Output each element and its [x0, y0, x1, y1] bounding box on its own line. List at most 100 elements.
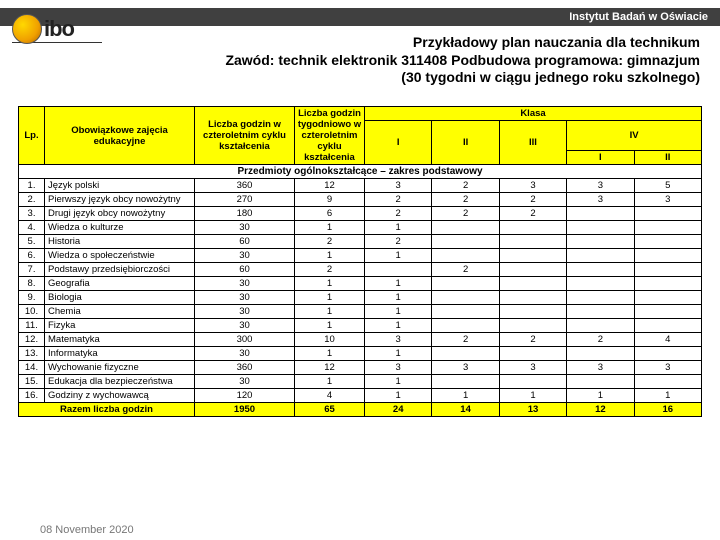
cell-lp: 5.	[19, 235, 45, 249]
cell-class-2	[432, 305, 499, 319]
total-label: Razem liczba godzin	[19, 403, 195, 417]
cell-class-1: 2	[365, 193, 432, 207]
cell-class-4	[567, 347, 634, 361]
cell-hours: 360	[195, 179, 295, 193]
cell-class-4	[567, 291, 634, 305]
title-line-1: Przykładowy plan nauczania dla technikum	[110, 34, 700, 52]
col-weekly: Liczba godzin tygodniowo w czteroletnim …	[295, 107, 365, 165]
cell-class-4	[567, 263, 634, 277]
cell-class-1: 1	[365, 291, 432, 305]
cell-class-4: 3	[567, 193, 634, 207]
table-row: 6.Wiedza o społeczeństwie3011	[19, 249, 702, 263]
cell-weekly: 1	[295, 347, 365, 361]
cell-class-1: 1	[365, 389, 432, 403]
cell-class-5	[634, 305, 701, 319]
cell-class-2	[432, 249, 499, 263]
cell-class-5	[634, 277, 701, 291]
cell-class-2	[432, 319, 499, 333]
cell-class-4: 1	[567, 389, 634, 403]
cell-class-5	[634, 207, 701, 221]
cell-class-3	[499, 263, 566, 277]
cell-hours: 30	[195, 375, 295, 389]
cell-weekly: 1	[295, 249, 365, 263]
cell-class-1: 2	[365, 235, 432, 249]
cell-class-2: 2	[432, 207, 499, 221]
cell-class-2	[432, 375, 499, 389]
cell-weekly: 1	[295, 375, 365, 389]
cell-class-3: 1	[499, 389, 566, 403]
cell-lp: 15.	[19, 375, 45, 389]
col-subject: Obowiązkowe zajęcia edukacyjne	[45, 107, 195, 165]
cell-class-5	[634, 235, 701, 249]
cell-class-5: 3	[634, 361, 701, 375]
section-row: Przedmioty ogólnokształcące – zakres pod…	[19, 165, 702, 179]
col-class-4: IV	[567, 121, 702, 151]
cell-class-2	[432, 221, 499, 235]
cell-class-3	[499, 305, 566, 319]
table-row: 13.Informatyka3011	[19, 347, 702, 361]
cell-class-4	[567, 207, 634, 221]
cell-hours: 300	[195, 333, 295, 347]
cell-subject: Wiedza o kulturze	[45, 221, 195, 235]
cell-subject: Podstawy przedsiębiorczości	[45, 263, 195, 277]
table-row: 10.Chemia3011	[19, 305, 702, 319]
cell-subject: Informatyka	[45, 347, 195, 361]
cell-weekly: 4	[295, 389, 365, 403]
total-c4a: 12	[567, 403, 634, 417]
cell-class-3: 3	[499, 179, 566, 193]
cell-lp: 6.	[19, 249, 45, 263]
cell-class-2	[432, 291, 499, 305]
title-line-2: Zawód: technik elektronik 311408 Podbudo…	[110, 52, 700, 70]
cell-weekly: 2	[295, 263, 365, 277]
cell-class-2: 3	[432, 361, 499, 375]
cell-subject: Matematyka	[45, 333, 195, 347]
cell-class-1: 1	[365, 319, 432, 333]
col-class-4a: I	[567, 151, 634, 165]
cell-class-1: 1	[365, 305, 432, 319]
cell-class-5	[634, 375, 701, 389]
cell-lp: 10.	[19, 305, 45, 319]
cell-subject: Chemia	[45, 305, 195, 319]
total-c3: 13	[499, 403, 566, 417]
cell-class-2: 2	[432, 333, 499, 347]
cell-class-3	[499, 319, 566, 333]
cell-subject: Wychowanie fizyczne	[45, 361, 195, 375]
table-row: 5.Historia6022	[19, 235, 702, 249]
cell-lp: 11.	[19, 319, 45, 333]
cell-class-4: 3	[567, 179, 634, 193]
cell-lp: 7.	[19, 263, 45, 277]
col-class-4b: II	[634, 151, 701, 165]
cell-lp: 3.	[19, 207, 45, 221]
cell-class-2: 1	[432, 389, 499, 403]
table-row: 4.Wiedza o kulturze3011	[19, 221, 702, 235]
cell-class-3	[499, 249, 566, 263]
footer-date: 08 November 2020	[40, 524, 134, 536]
cell-hours: 30	[195, 305, 295, 319]
cell-class-4	[567, 319, 634, 333]
cell-hours: 60	[195, 263, 295, 277]
cell-weekly: 9	[295, 193, 365, 207]
cell-lp: 12.	[19, 333, 45, 347]
section-title: Przedmioty ogólnokształcące – zakres pod…	[19, 165, 702, 179]
cell-subject: Wiedza o społeczeństwie	[45, 249, 195, 263]
total-row: Razem liczba godzin 1950 65 24 14 13 12 …	[19, 403, 702, 417]
cell-subject: Biologia	[45, 291, 195, 305]
total-c1: 24	[365, 403, 432, 417]
cell-lp: 9.	[19, 291, 45, 305]
col-class: Klasa	[365, 107, 702, 121]
page-title: Przykładowy plan nauczania dla technikum…	[110, 34, 700, 87]
cell-hours: 30	[195, 277, 295, 291]
cell-class-3	[499, 291, 566, 305]
cell-class-4	[567, 221, 634, 235]
cell-subject: Fizyka	[45, 319, 195, 333]
cell-lp: 4.	[19, 221, 45, 235]
cell-class-3: 2	[499, 333, 566, 347]
cell-hours: 30	[195, 319, 295, 333]
cell-hours: 180	[195, 207, 295, 221]
cell-class-3: 2	[499, 193, 566, 207]
cell-weekly: 1	[295, 291, 365, 305]
logo-circle-icon	[12, 14, 42, 44]
total-weekly: 65	[295, 403, 365, 417]
cell-class-4	[567, 375, 634, 389]
logo-text: ibo	[44, 16, 74, 42]
